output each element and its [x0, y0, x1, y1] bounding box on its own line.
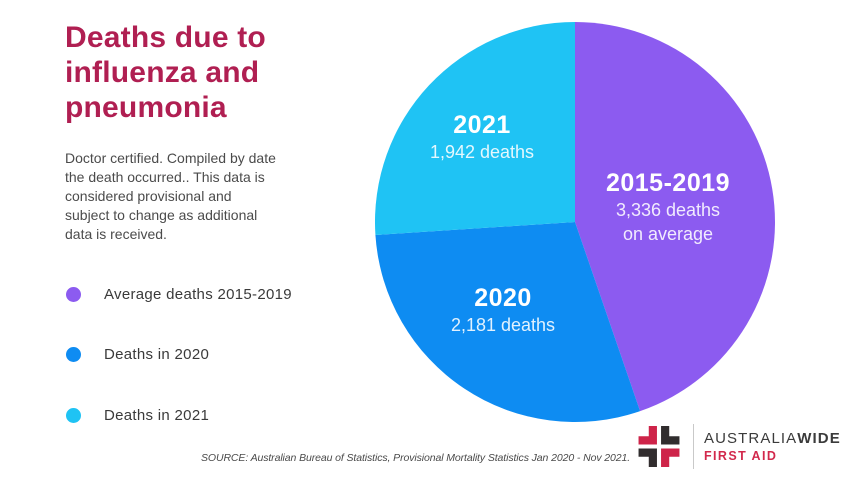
pie-label-year: 2021 [453, 111, 511, 139]
legend-label: Deaths in 2020 [104, 345, 210, 363]
pie-label-2021: 2021 1,942 deaths [395, 110, 569, 164]
logo-text: AUSTRALIAWIDE FIRST AID [704, 429, 841, 463]
pie-label-2020: 2020 2,181 deaths [415, 283, 591, 337]
pie-label-value: 3,336 deaths [615, 200, 721, 220]
pie-label-value: 2,181 deaths [450, 315, 556, 335]
pie-label-value: on average [622, 224, 714, 244]
pie-label-value: 1,942 deaths [429, 142, 535, 162]
legend-dot-blue [66, 346, 81, 362]
logo-brand-name: AUSTRALIAWIDE [704, 429, 841, 447]
source-citation: SOURCE: Australian Bureau of Statistics,… [201, 452, 631, 464]
legend-dot-purple [66, 286, 81, 302]
pie-label-2015-2019: 2015-2019 3,336 deaths on average [575, 168, 761, 246]
pie-label-year: 2020 [474, 284, 532, 312]
pie-slice-2015-2019 [575, 22, 775, 412]
logo-divider [693, 424, 694, 469]
pie-label-year: 2015-2019 [605, 169, 731, 197]
description-text: Doctor certified. Compiled by date the d… [65, 150, 276, 242]
legend-dot-cyan [66, 407, 81, 423]
logo-tagline: FIRST AID [704, 448, 778, 463]
logo-brand-bold: WIDE [797, 429, 841, 447]
legend-item-deaths-2021: Deaths in 2021 [66, 403, 209, 427]
logo-brand-regular: AUSTRALIA [704, 429, 798, 447]
legend-item-deaths-2020: Deaths in 2020 [66, 342, 209, 366]
legend-label: Deaths in 2021 [104, 406, 210, 424]
pie-chart [375, 22, 775, 422]
first-aid-cross-icon [638, 426, 680, 467]
legend-item-average-2015-2019: Average deaths 2015-2019 [66, 282, 292, 306]
page-title: Deaths due to influenza and pneumonia [65, 21, 266, 124]
australia-wide-first-aid-logo: AUSTRALIAWIDE FIRST AID [636, 424, 841, 469]
pie-slice-2020 [375, 222, 641, 422]
pie-slice-2021 [375, 22, 575, 236]
legend-label: Average deaths 2015-2019 [104, 285, 292, 303]
